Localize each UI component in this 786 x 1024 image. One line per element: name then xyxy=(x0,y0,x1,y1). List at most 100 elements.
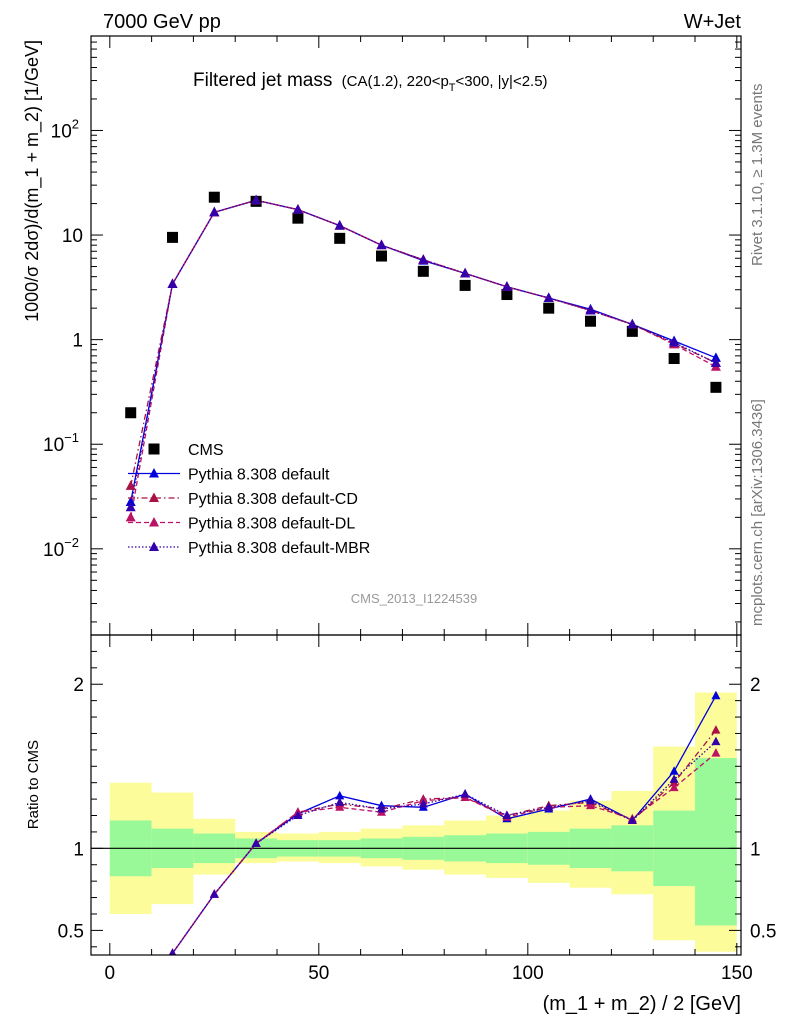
mc-point xyxy=(209,206,220,217)
main-y-tick-label: 102 xyxy=(51,116,79,142)
header-left-label: 7000 GeV pp xyxy=(103,11,221,33)
header-right-label: W+Jet xyxy=(684,11,742,33)
main-series xyxy=(125,191,722,522)
ratio-point xyxy=(669,774,679,783)
ratio-point xyxy=(586,800,596,810)
title-sub-tail: <300, |y|<2.5) xyxy=(456,73,548,90)
tick-base: 10 xyxy=(43,435,64,456)
tick-base: 10 xyxy=(43,540,64,561)
mc-point xyxy=(125,501,136,512)
mc-point xyxy=(167,278,178,289)
data-point-cms xyxy=(585,315,597,327)
mc-point xyxy=(669,336,680,347)
legend-marker xyxy=(149,541,159,551)
x-tick-label: 100 xyxy=(512,963,544,984)
data-point-cms xyxy=(501,289,513,301)
ratio-point xyxy=(126,984,135,993)
ratio-point xyxy=(293,810,303,820)
main-plot-title: Filtered jet mass (CA(1.2), 220<pT<300, … xyxy=(193,70,548,94)
ratio-point xyxy=(669,782,679,792)
mc-point xyxy=(585,304,596,315)
analysis-watermark: CMS_2013_I1224539 xyxy=(351,591,478,606)
ratio-plot-area: 0.5 0.5 1 1 2 2 0 50 100 150 xyxy=(58,634,776,1000)
title-sub: (CA(1.2), 220<p xyxy=(342,73,449,90)
tick-exponent: −1 xyxy=(64,430,79,445)
ratio-point xyxy=(126,986,135,995)
main-y-tick-label: 10−2 xyxy=(43,535,79,561)
mc-point xyxy=(251,194,262,205)
main-y-tick-label: 1 xyxy=(72,331,83,352)
mc-point xyxy=(376,239,387,250)
ratio-y-tick-label: 1 xyxy=(73,839,84,860)
tick-base: 10 xyxy=(51,121,72,142)
tick-exponent: 2 xyxy=(72,116,79,131)
legend-label: Pythia 8.308 default xyxy=(188,467,330,484)
ratio-y-tick-label: 0.5 xyxy=(58,921,84,942)
mc-point xyxy=(334,220,345,230)
x-axis-label: (m_1 + m_2) / 2 [GeV] xyxy=(543,993,741,1015)
legend-label: Pythia 8.308 default-DL xyxy=(188,516,355,533)
x-tick-label: 150 xyxy=(721,963,753,984)
ratio-point xyxy=(711,725,721,734)
ratio-y-tick-label-right: 1 xyxy=(750,839,761,860)
ratio-point xyxy=(168,948,177,955)
legend-label: Pythia 8.308 default-CD xyxy=(188,491,358,508)
title-sub-subscript: T xyxy=(449,82,456,94)
data-point-cms xyxy=(334,232,346,244)
mc-point xyxy=(292,204,303,214)
main-y-axis-label: 1000/σ 2dσ)/d(m_1 + m_2) [1/GeV] xyxy=(22,40,43,322)
ratio-point xyxy=(669,766,679,775)
mc-point xyxy=(710,357,721,367)
x-tick-label: 0 xyxy=(105,963,116,984)
legend-marker xyxy=(149,517,159,527)
mcplots-label: mcplots.cern.ch [arXiv:1306.3436] xyxy=(749,399,766,626)
tick-base: 10 xyxy=(62,226,83,247)
data-point-cms xyxy=(167,231,179,243)
ratio-point xyxy=(711,736,721,746)
mc-point xyxy=(501,281,512,291)
ratio-point xyxy=(335,797,345,806)
legend: CMS Pythia 8.308 default Pythia 8.308 defa… xyxy=(128,442,370,557)
data-point-cms xyxy=(125,407,137,419)
mc-point xyxy=(125,496,136,507)
mc-point xyxy=(460,267,471,278)
ratio-point xyxy=(251,838,261,847)
mc-point xyxy=(418,254,429,264)
main-y-tick-label: 10 xyxy=(62,226,83,247)
legend-label: CMS xyxy=(188,442,224,459)
data-point-cms xyxy=(292,212,304,224)
ratio-point xyxy=(335,790,345,800)
data-point-cms xyxy=(208,191,220,203)
data-point-cms xyxy=(417,265,429,277)
data-point-cms xyxy=(543,302,555,314)
ratio-y-axis-label: Ratio to CMS xyxy=(25,740,42,829)
mc-point xyxy=(627,318,638,329)
ratio-point xyxy=(418,799,428,808)
data-point-cms xyxy=(459,279,471,291)
ratio-point xyxy=(126,991,135,1000)
legend-label: Pythia 8.308 default-MBR xyxy=(188,540,370,557)
ratio-series-line xyxy=(169,741,717,955)
ratio-point xyxy=(586,795,596,805)
ratio-frame xyxy=(90,634,742,956)
ratio-point xyxy=(502,810,512,820)
stat-uncertainty-band xyxy=(695,758,737,926)
ratio-point xyxy=(377,803,387,813)
tick-base: 1 xyxy=(72,331,83,352)
ratio-point xyxy=(711,748,721,757)
rivet-label: Rivet 3.1.10, ≥ 1.3M events xyxy=(749,84,766,267)
ratio-y-tick-label: 2 xyxy=(73,675,84,696)
mc-point xyxy=(543,292,554,303)
mc-point xyxy=(125,511,136,522)
data-point-cms xyxy=(376,250,388,262)
data-point-cms xyxy=(626,325,638,337)
main-y-tick-label: 10−1 xyxy=(43,430,79,456)
legend-marker xyxy=(149,468,159,478)
data-point-cms xyxy=(710,381,722,393)
ratio-point xyxy=(460,789,470,798)
ratio-point xyxy=(544,802,554,811)
ratio-point xyxy=(126,975,135,984)
mc-point xyxy=(710,352,721,362)
ratio-y-tick-label-right: 0.5 xyxy=(750,921,776,942)
